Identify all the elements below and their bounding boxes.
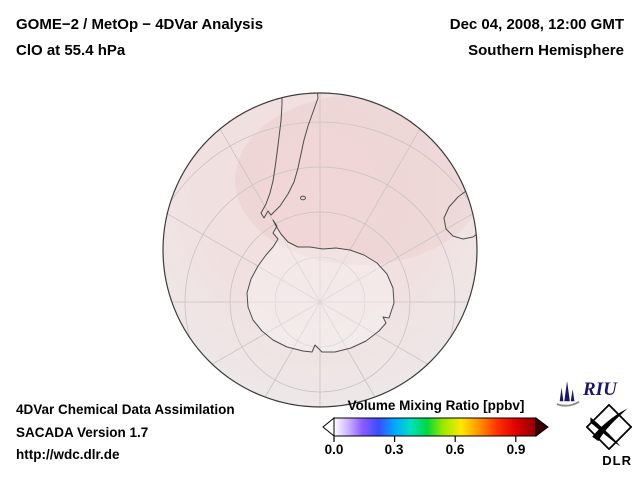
colorbar-gradient-bar xyxy=(333,417,537,437)
hemisphere-map xyxy=(162,92,478,408)
colorbar-tick-label: 0.6 xyxy=(445,442,465,457)
riu-logo-text: RIU xyxy=(583,379,617,400)
colorbar-title: Volume Mixing Ratio [ppbv] xyxy=(347,398,525,413)
plot-title-block: GOME−2 / MetOp − 4DVar Analysis ClO at 5… xyxy=(16,12,263,64)
antarctica-coastline xyxy=(246,219,395,353)
version-label: SACADA Version 1.7 xyxy=(16,424,149,440)
title-line-1: GOME−2 / MetOp − 4DVar Analysis xyxy=(16,16,264,33)
colorbar-tick-label: 0.9 xyxy=(506,442,526,457)
dlr-emblem-icon xyxy=(585,403,633,451)
title-line-2: ClO at 55.4 hPa xyxy=(16,42,126,59)
falkland-islands xyxy=(300,195,306,201)
africa-coastline xyxy=(443,179,477,240)
colorbar-tick-label: 0.3 xyxy=(384,442,404,457)
globe-outline xyxy=(162,92,478,408)
colorbar-tick-label: 0.0 xyxy=(324,442,344,457)
assimilation-label: 4DVar Chemical Data Assimilation xyxy=(16,402,235,417)
south-america-coastline xyxy=(260,93,319,219)
dlr-logo-text: DLR xyxy=(602,453,632,468)
riu-logo: RIU xyxy=(556,378,617,408)
clo-field-tint xyxy=(235,95,477,265)
colorbar-left-arrow xyxy=(322,417,335,438)
riu-cathedral-icon xyxy=(556,381,580,407)
url-label: http://wdc.dlr.de xyxy=(16,447,120,462)
colorbar xyxy=(322,417,549,442)
footer-text-block: 4DVar Chemical Data Assimilation SACADA … xyxy=(16,399,235,467)
hemisphere-label: Southern Hemisphere xyxy=(468,42,624,59)
dlr-logo: DLR xyxy=(574,403,633,468)
colorbar-tick-marks xyxy=(333,436,517,442)
colorbar-right-arrow xyxy=(535,417,549,437)
datetime-label: Dec 04, 2008, 12:00 GMT xyxy=(449,16,624,33)
plot-meta-block: Dec 04, 2008, 12:00 GMT Southern Hemisph… xyxy=(450,12,624,64)
